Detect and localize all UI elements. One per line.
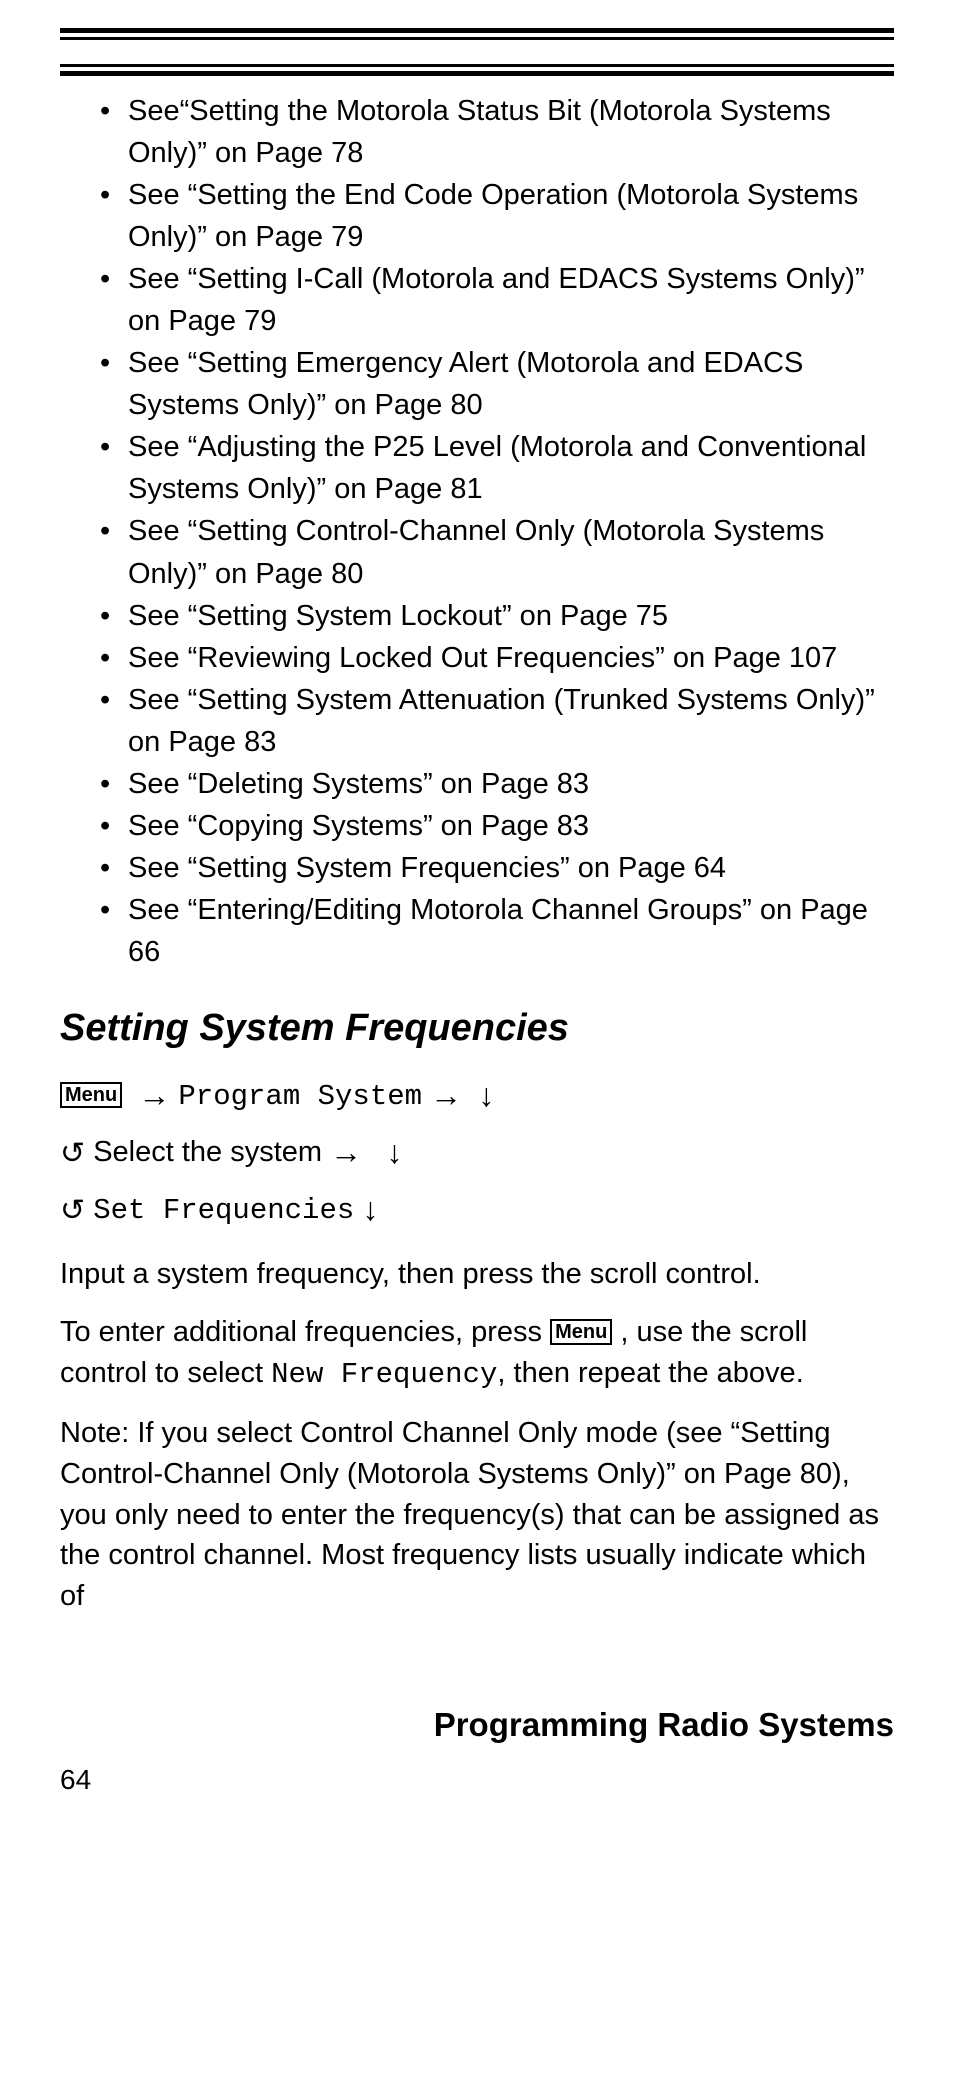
list-item: See“Setting the Motorola Status Bit (Mot… <box>100 90 894 174</box>
footer-section-title: Programming Radio Systems <box>60 1706 894 1744</box>
list-item: See “Copying Systems” on Page 83 <box>100 805 894 847</box>
nav-path-2: ↺ Select the system → ↓ <box>60 1127 894 1178</box>
list-item: See “Adjusting the P25 Level (Motorola a… <box>100 426 894 510</box>
list-item: See “Deleting Systems” on Page 83 <box>100 763 894 805</box>
arrow-down-icon: ↓ <box>478 1077 494 1113</box>
manual-page: See“Setting the Motorola Status Bit (Mot… <box>0 0 954 1836</box>
text: To enter additional frequencies, press <box>60 1316 550 1348</box>
top-rule-1 <box>60 28 894 40</box>
nav-text: Set Frequencies <box>93 1194 354 1227</box>
list-item: See “Reviewing Locked Out Frequencies” o… <box>100 637 894 679</box>
arrow-down-icon: ↓ <box>362 1191 378 1227</box>
list-item: See “Setting System Frequencies” on Page… <box>100 847 894 889</box>
list-item: See “Setting System Lockout” on Page 75 <box>100 595 894 637</box>
list-item: See “Entering/Editing Motorola Channel G… <box>100 889 894 973</box>
nav-path-3: ↺ Set Frequencies ↓ <box>60 1184 894 1235</box>
scroll-icon: ↺ <box>60 1187 85 1235</box>
page-number: 64 <box>60 1764 894 1796</box>
list-item: See “Setting the End Code Operation (Mot… <box>100 174 894 258</box>
section-heading: Setting System Frequencies <box>60 1007 894 1050</box>
scroll-icon: ↺ <box>60 1130 85 1178</box>
list-item: See “Setting I-Call (Motorola and EDACS … <box>100 258 894 342</box>
arrow-right-icon: → <box>330 1134 362 1170</box>
list-item: See “Setting System Attenuation (Trunked… <box>100 679 894 763</box>
note-paragraph: Note: If you select Control Channel Only… <box>60 1413 894 1616</box>
list-item: See “Setting Control-Channel Only (Motor… <box>100 510 894 594</box>
nav-text: Program System <box>178 1080 422 1113</box>
menu-key-icon: Menu <box>60 1082 122 1108</box>
body-paragraph: Input a system frequency, then press the… <box>60 1254 894 1295</box>
reference-list: See“Setting the Motorola Status Bit (Mot… <box>60 90 894 973</box>
nav-path-1: Menu → Program System → ↓ <box>60 1070 894 1121</box>
arrow-right-icon: → <box>430 1077 462 1113</box>
text: , then repeat the above. <box>497 1357 803 1389</box>
list-item: See “Setting Emergency Alert (Motorola a… <box>100 342 894 426</box>
top-rule-2 <box>60 64 894 76</box>
nav-text: Select the system <box>93 1136 330 1168</box>
arrow-down-icon: ↓ <box>386 1134 402 1170</box>
body-paragraph: To enter additional frequencies, press M… <box>60 1312 894 1395</box>
menu-key-icon: Menu <box>550 1319 612 1345</box>
arrow-right-icon: → <box>138 1077 170 1113</box>
mono-text: New Frequency <box>271 1358 497 1391</box>
